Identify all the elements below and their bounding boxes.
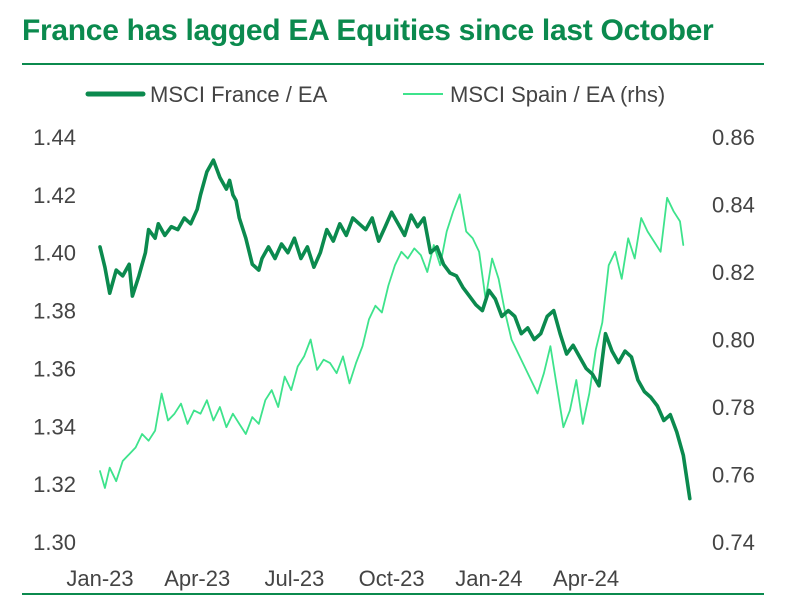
- right-tick-label: 0.86: [712, 125, 755, 150]
- x-tick-label: Apr-23: [164, 566, 230, 591]
- right-tick-label: 0.78: [712, 395, 755, 420]
- x-tick-label: Apr-24: [553, 566, 619, 591]
- right-tick-label: 0.76: [712, 463, 755, 488]
- legend-label-france: MSCI France / EA: [150, 82, 328, 107]
- series-line-france: [98, 158, 692, 501]
- right-tick-label: 0.80: [712, 328, 755, 353]
- left-tick-label: 1.36: [33, 356, 76, 381]
- x-tick-label: Oct-23: [359, 566, 425, 591]
- chart-title: France has lagged EA Equities since last…: [22, 14, 714, 47]
- title-underline: [22, 63, 764, 65]
- left-tick-label: 1.44: [33, 125, 76, 150]
- left-axis: 1.30 1.32 1.34 1.36 1.38 1.40 1.42 1.44: [33, 125, 76, 555]
- right-tick-label: 0.74: [712, 530, 755, 555]
- series-line-spain: [99, 193, 685, 489]
- legend: MSCI France / EA MSCI Spain / EA (rhs): [85, 82, 665, 107]
- left-tick-label: 1.40: [33, 241, 76, 266]
- bottom-rule: [22, 593, 764, 595]
- right-tick-label: 0.84: [712, 193, 755, 218]
- x-tick-label: Jan-24: [455, 566, 522, 591]
- left-tick-label: 1.34: [33, 414, 76, 439]
- left-tick-label: 1.38: [33, 299, 76, 324]
- left-tick-label: 1.32: [33, 472, 76, 497]
- left-tick-label: 1.30: [33, 530, 76, 555]
- right-tick-label: 0.82: [712, 260, 755, 285]
- plot-area: [98, 158, 692, 501]
- x-tick-label: Jan-23: [66, 566, 133, 591]
- right-axis: 0.74 0.76 0.78 0.80 0.82 0.84 0.86: [712, 125, 755, 555]
- x-tick-label: Jul-23: [264, 566, 324, 591]
- x-axis: Jan-23 Apr-23 Jul-23 Oct-23 Jan-24 Apr-24: [66, 566, 619, 591]
- legend-label-spain: MSCI Spain / EA (rhs): [450, 82, 665, 107]
- left-tick-label: 1.42: [33, 183, 76, 208]
